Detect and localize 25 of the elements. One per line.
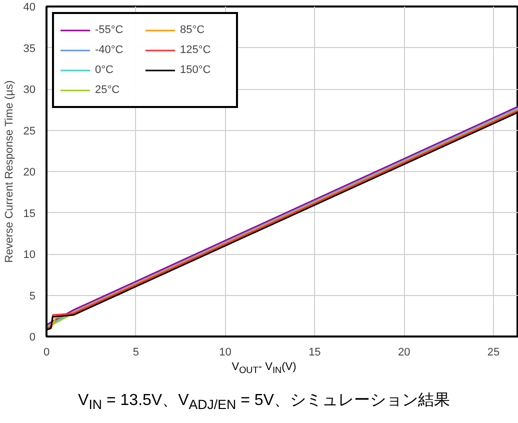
y-tick-label: 0 bbox=[29, 332, 36, 344]
y-tick-label: 30 bbox=[23, 84, 36, 96]
y-tick-label: 20 bbox=[23, 166, 36, 178]
x-tick-label: 0 bbox=[43, 346, 50, 358]
x-tick-label: 25 bbox=[487, 346, 500, 358]
legend-label: 25°C bbox=[95, 83, 121, 97]
x-tick-label: 10 bbox=[219, 346, 232, 358]
legend-label: 0°C bbox=[95, 63, 114, 77]
y-tick-label: 40 bbox=[23, 2, 36, 14]
x-tick-label: 20 bbox=[398, 346, 410, 358]
y-tick-label: 25 bbox=[23, 125, 36, 138]
legend-label: -55°C bbox=[95, 23, 124, 37]
legend-label: 125°C bbox=[180, 43, 212, 57]
y-tick-label: 35 bbox=[23, 42, 36, 55]
x-tick-label: 5 bbox=[132, 346, 139, 358]
legend-label: 150°C bbox=[180, 63, 212, 77]
y-tick-label: 15 bbox=[23, 208, 36, 220]
text: V$_{IN}$ = 13.5V、V$_{ADJ/EN}$ = 5V、シミュレーション結果 bbox=[78, 391, 450, 414]
y-tick-label: 10 bbox=[23, 249, 36, 261]
y-tick-label: 5 bbox=[29, 290, 36, 302]
legend-label: 85°C bbox=[180, 23, 206, 37]
y-axis-title: Reverse Current Response Time (µs) bbox=[3, 80, 16, 263]
x-tick-label: 15 bbox=[308, 346, 321, 358]
x-axis-title: V$_{OUT}$- V$_{IN}$(V) bbox=[232, 360, 296, 378]
legend-label: -40°C bbox=[95, 43, 124, 57]
